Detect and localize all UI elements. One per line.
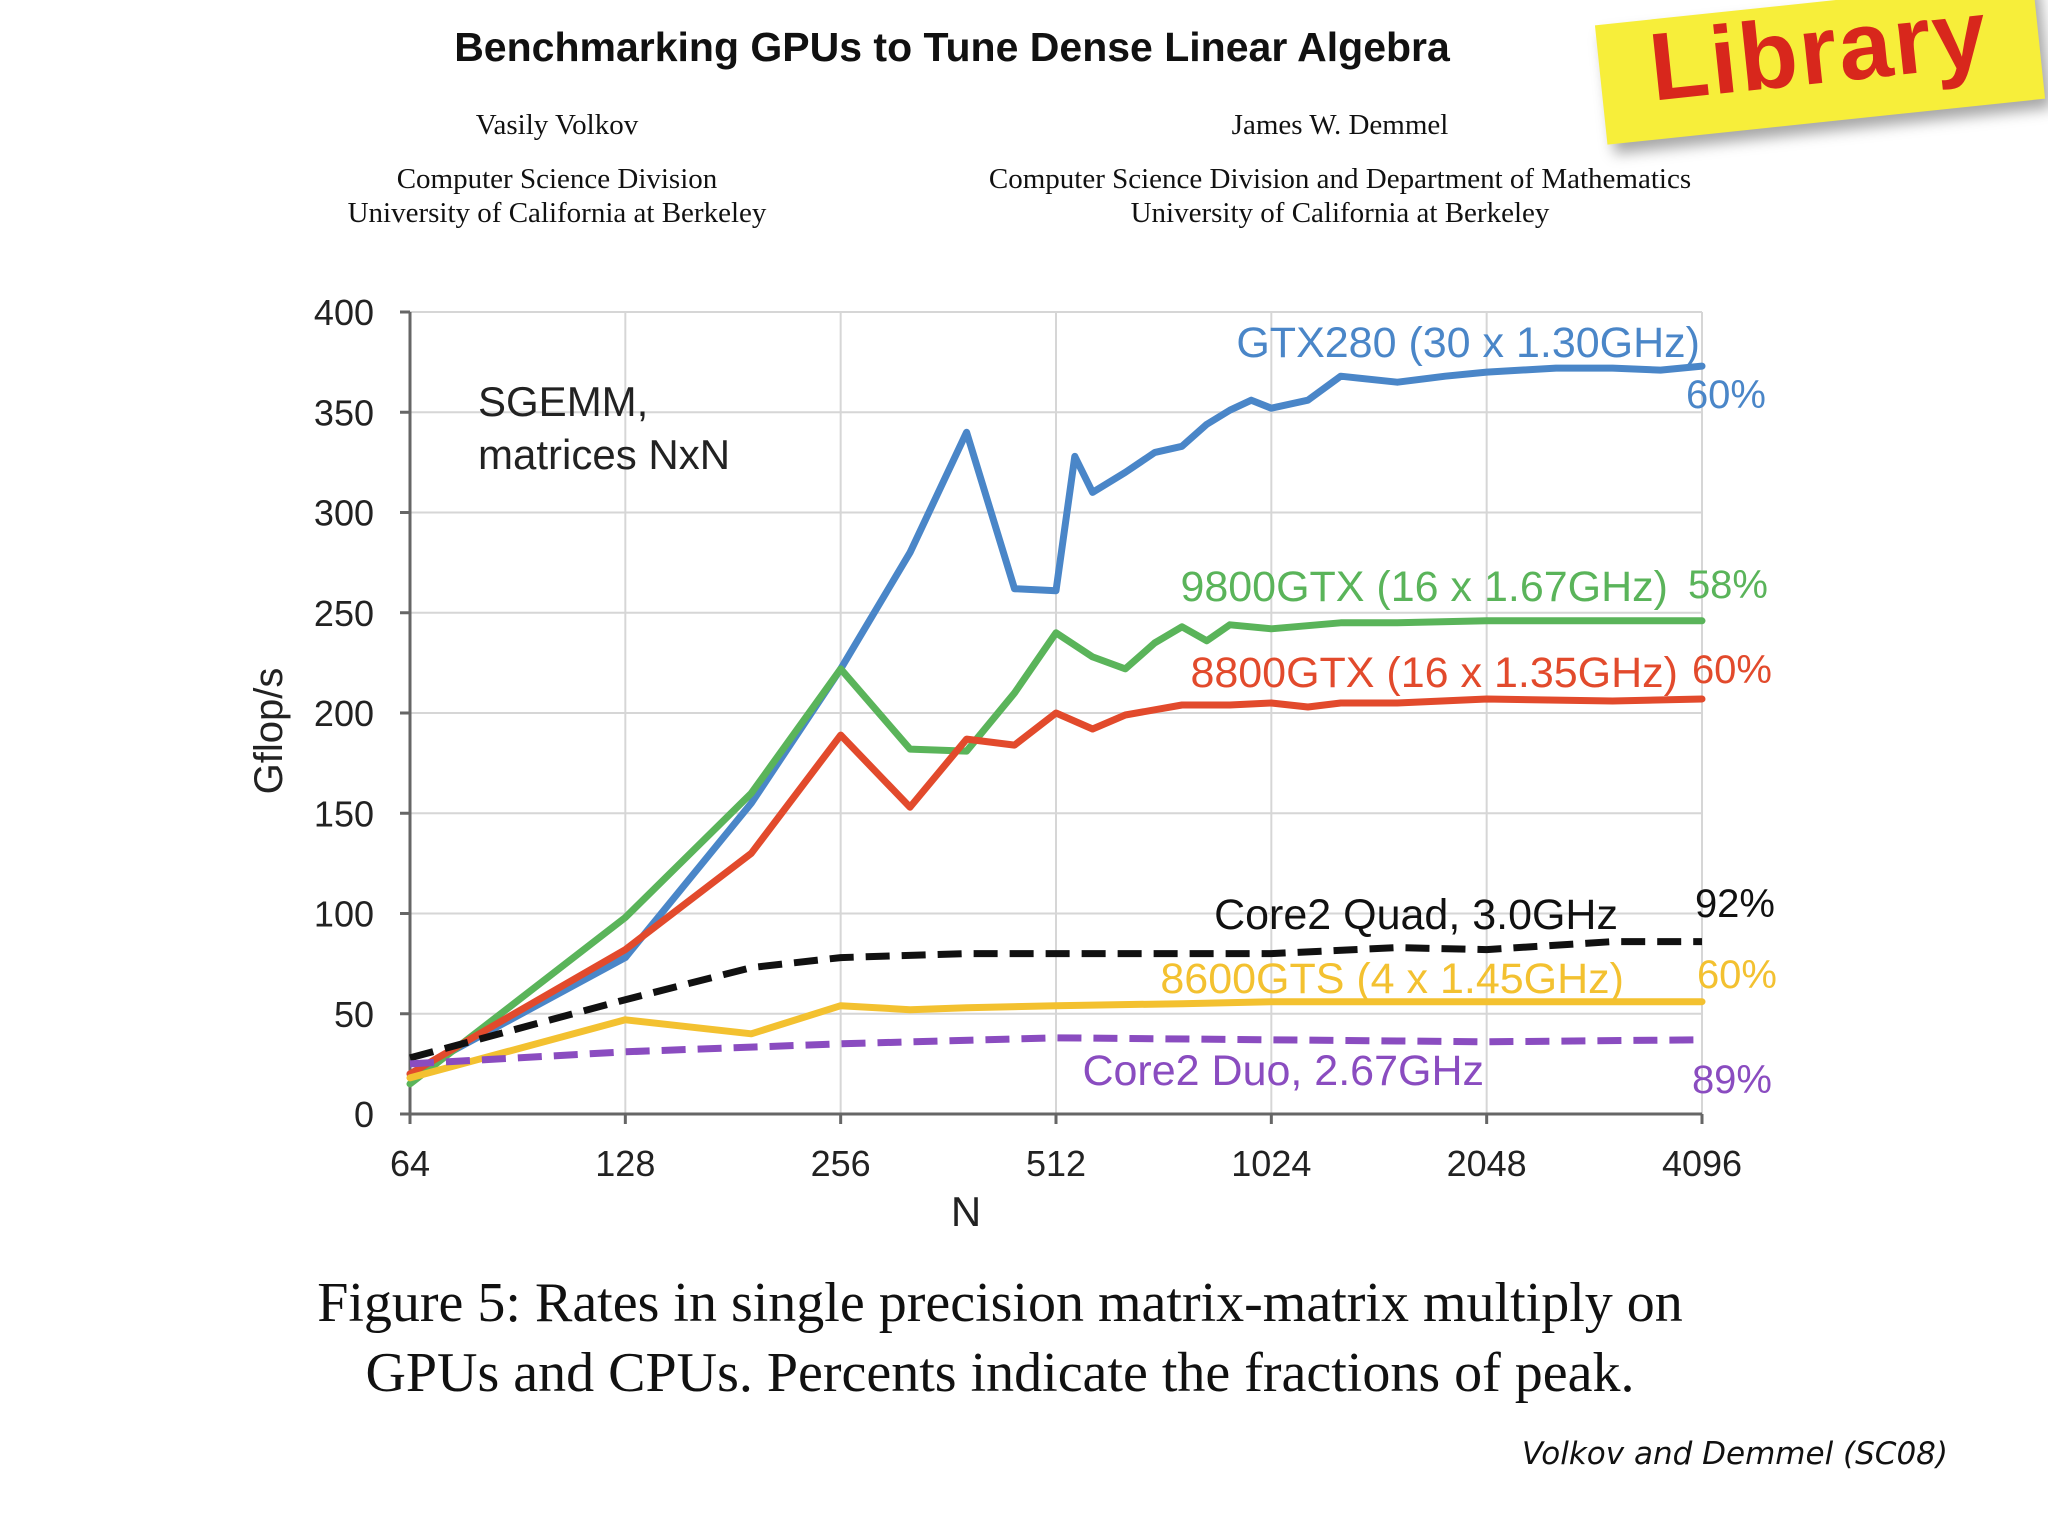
- series-percent: 60%: [1697, 953, 1777, 997]
- x-tick-label: 64: [390, 1143, 430, 1184]
- y-tick-label: 400: [314, 292, 374, 333]
- x-axis-title: N: [951, 1188, 981, 1235]
- author-right: James W. Demmel Computer Science Divisio…: [940, 108, 1740, 230]
- x-tick-label: 4096: [1662, 1143, 1742, 1184]
- series-line: [406, 695, 1706, 1078]
- y-axis-title: Gflop/s: [247, 668, 291, 795]
- paper-title: Benchmarking GPUs to Tune Dense Linear A…: [454, 24, 1450, 70]
- series-percent: 60%: [1692, 648, 1772, 692]
- author-affiliation: University of California at Berkeley: [347, 197, 767, 229]
- y-tick-label: 350: [314, 392, 374, 433]
- y-tick-label: 150: [314, 793, 374, 834]
- series-label: 9800GTX (16 x 1.67GHz): [1180, 563, 1668, 611]
- author-affiliation: Computer Science Division: [396, 163, 718, 195]
- author-name: Vasily Volkov: [475, 109, 639, 141]
- author-name: James W. Demmel: [1231, 109, 1449, 141]
- x-tick-label: 1024: [1231, 1143, 1311, 1184]
- chart-annotation: SGEMM,: [478, 378, 648, 425]
- series-label: GTX280 (30 x 1.30GHz): [1236, 319, 1700, 367]
- sgemm-line-chart: 0 50 100 150 200 250 300 350 400 64 128 256 512 1024 2…: [247, 292, 1777, 1235]
- y-tick-label: 100: [314, 894, 374, 935]
- figure-caption: Figure 5: Rates in single precision matr…: [250, 1268, 1750, 1408]
- caption-line: GPUs and CPUs. Percents indicate the fra…: [365, 1342, 1635, 1404]
- author-affiliation: Computer Science Division and Department…: [988, 163, 1692, 195]
- x-tick-label: 2048: [1447, 1143, 1527, 1184]
- author-affiliation: University of California at Berkeley: [1130, 197, 1550, 229]
- series-percent: 92%: [1695, 882, 1775, 926]
- series-line: [406, 998, 1706, 1082]
- series-line: [409, 938, 1702, 1062]
- chart-annotation: matrices NxN: [478, 431, 730, 478]
- series-label: Core2 Quad, 3.0GHz: [1214, 891, 1618, 939]
- series-line: [406, 617, 1706, 1088]
- y-tick-label: 250: [314, 593, 374, 634]
- series-line: [406, 362, 1706, 1078]
- citation-credit: Volkov and Demmel (SC08): [1521, 1436, 1948, 1472]
- series-percent: 89%: [1692, 1058, 1772, 1102]
- x-tick-label: 128: [595, 1143, 655, 1184]
- caption-line: Figure 5: Rates in single precision matr…: [317, 1272, 1683, 1334]
- y-tick-label: 0: [354, 1094, 374, 1135]
- x-tick-label: 256: [811, 1143, 871, 1184]
- series-percent: 60%: [1686, 373, 1766, 417]
- y-tick-label: 200: [314, 693, 374, 734]
- y-tick-label: 300: [314, 493, 374, 534]
- series-label: 8800GTX (16 x 1.35GHz): [1190, 649, 1678, 697]
- author-left: Vasily Volkov Computer Science Division …: [320, 108, 794, 230]
- series-label: Core2 Duo, 2.67GHz: [1082, 1047, 1484, 1095]
- y-tick-label: 50: [334, 994, 374, 1035]
- series-label: 8600GTS (4 x 1.45GHz): [1160, 955, 1624, 1003]
- x-tick-label: 512: [1026, 1143, 1086, 1184]
- series-percent: 58%: [1688, 563, 1768, 607]
